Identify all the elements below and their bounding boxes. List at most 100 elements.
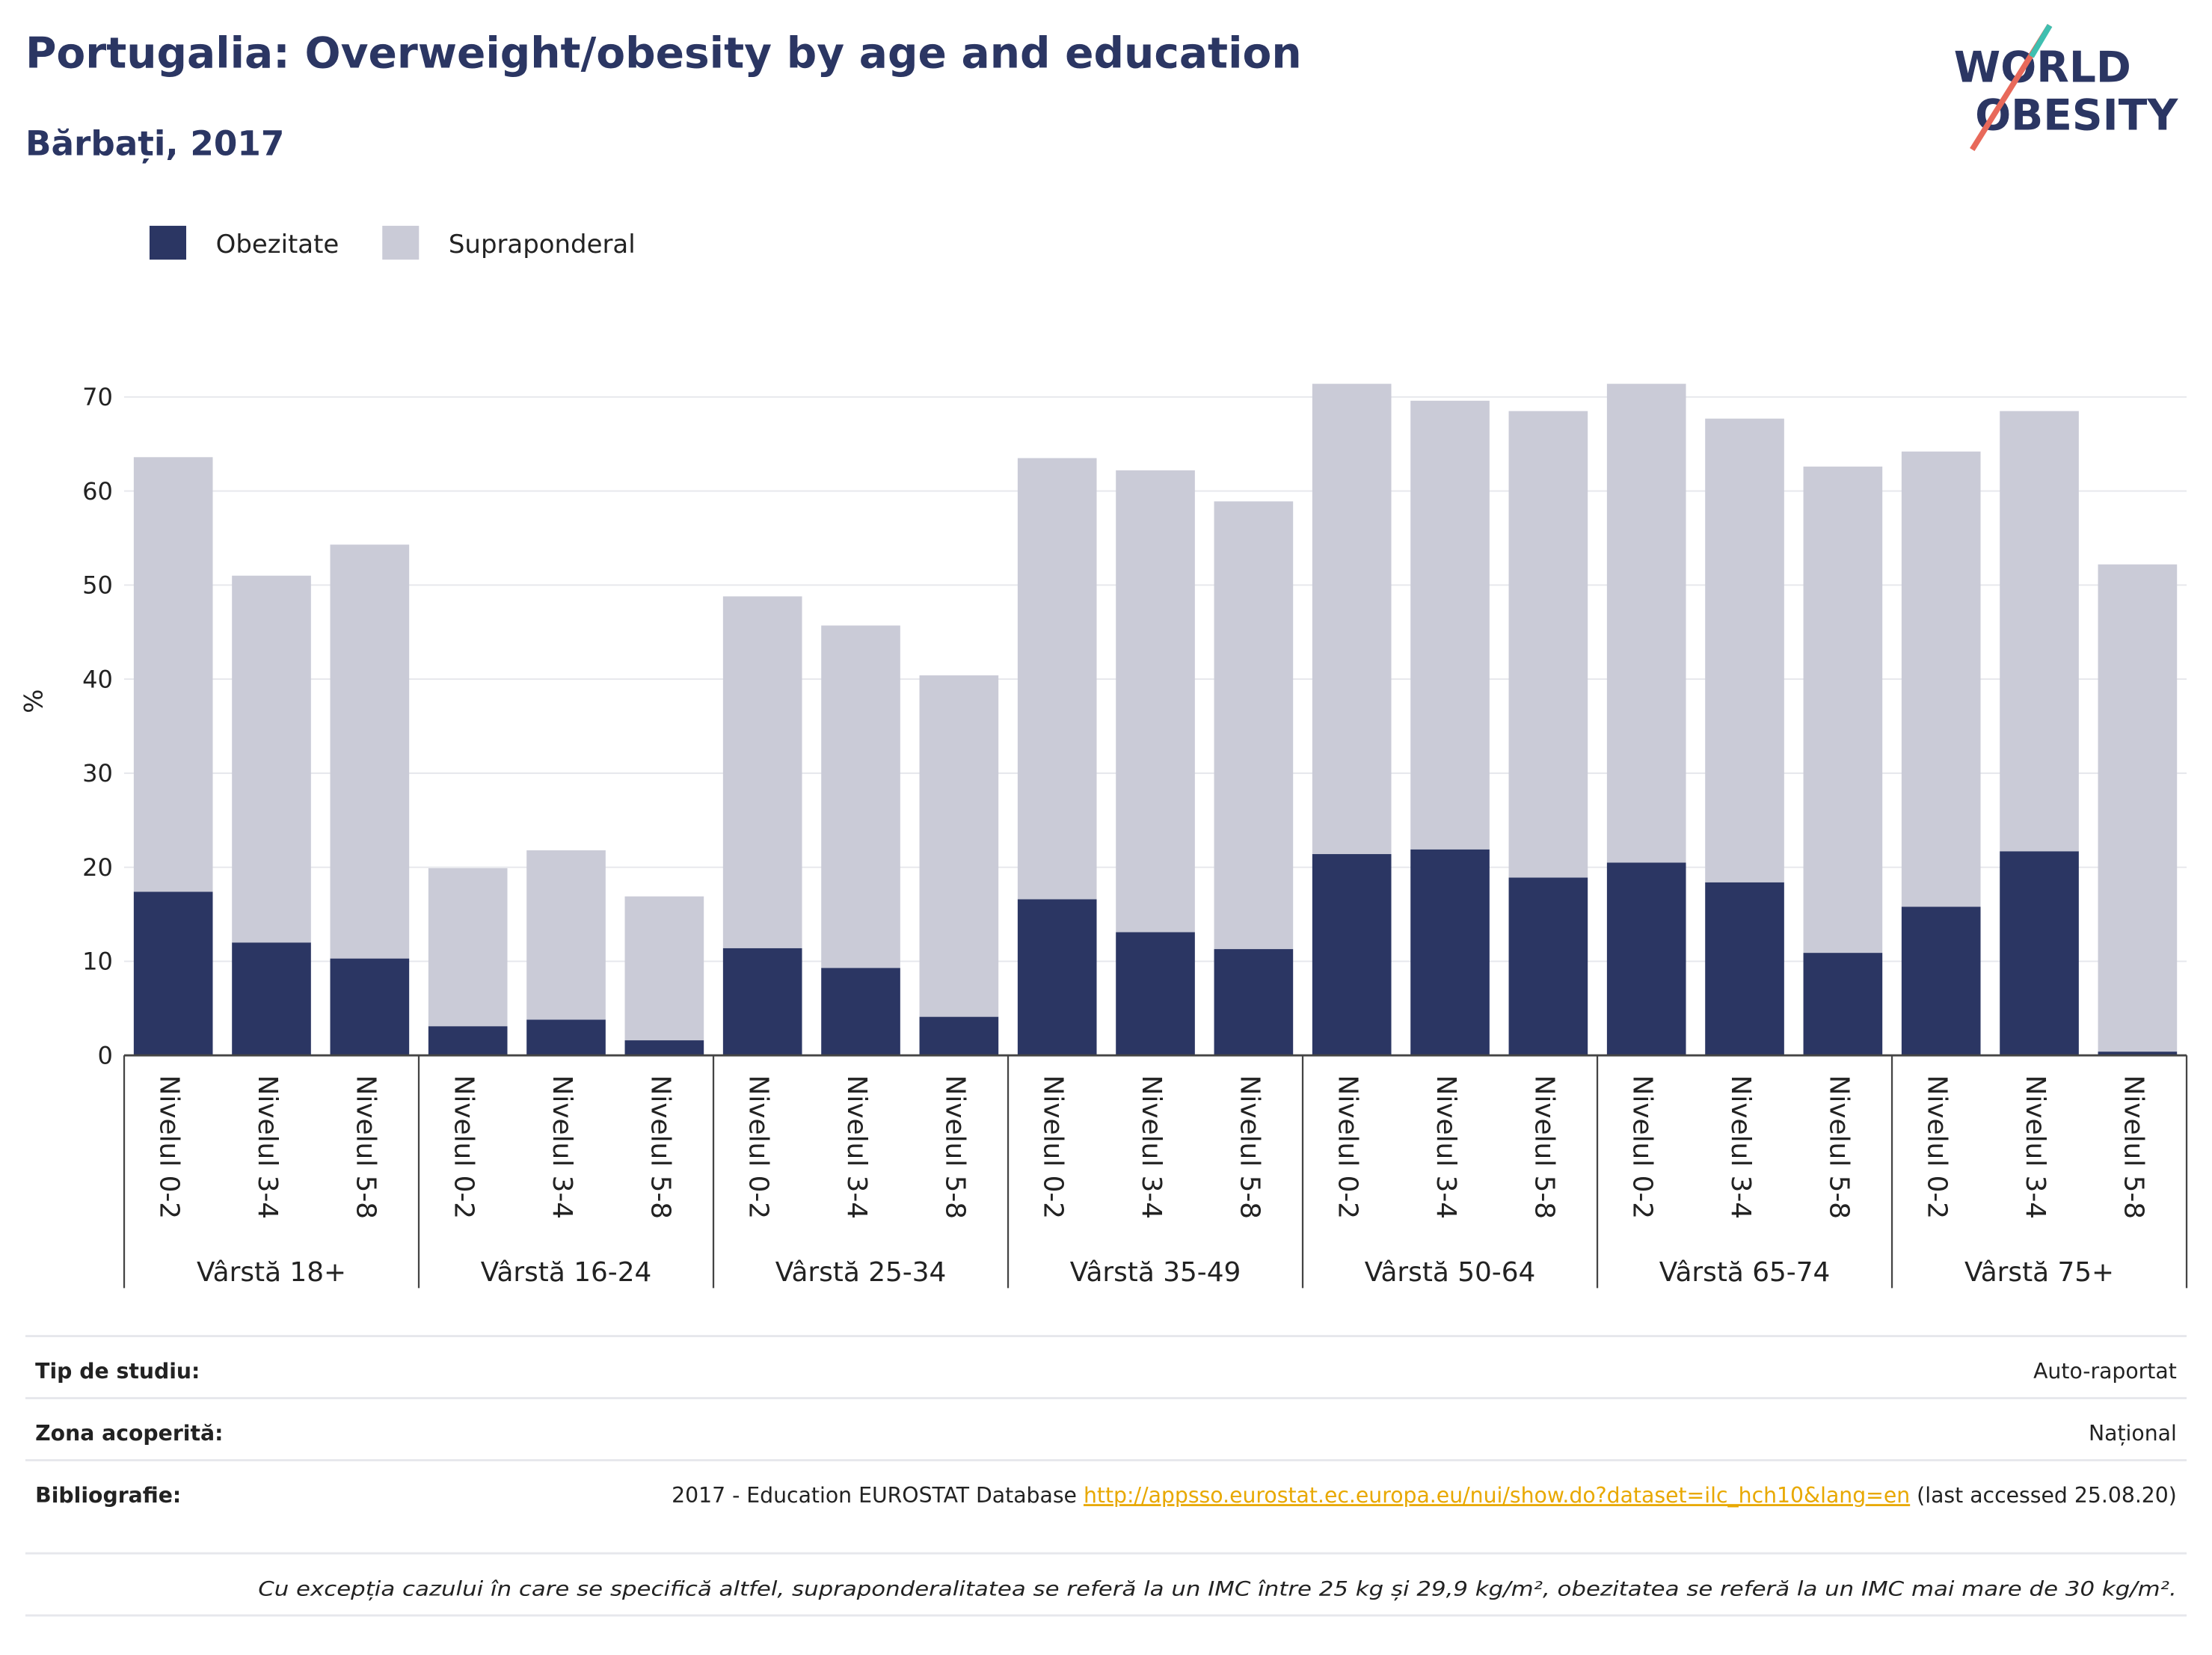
x-tick-label: Nivelul 5-8 (350, 1075, 381, 1220)
x-tick-label: Nivelul 3-4 (2020, 1075, 2050, 1220)
x-tick-label: Nivelul 5-8 (2118, 1075, 2148, 1220)
bar-segment (526, 850, 606, 1020)
y-tick-label: 70 (82, 383, 113, 411)
bibliography-text: (last accessed 25.08.20) (1910, 1483, 2177, 1508)
y-tick-label: 50 (82, 571, 113, 600)
bar-segment (1312, 384, 1392, 855)
bar-segment (428, 868, 508, 1027)
footer-label: Tip de studiu: (35, 1359, 200, 1384)
x-tick-label: Nivelul 3-4 (841, 1075, 872, 1220)
legend-label: Supraponderal (449, 230, 636, 260)
bar-segment (1410, 849, 1490, 1056)
bar-segment (722, 596, 802, 948)
x-tick-label: Nivelul 5-8 (939, 1075, 970, 1220)
footer-label: Bibliografie: (35, 1483, 181, 1508)
x-tick-label: Nivelul 3-4 (1431, 1075, 1461, 1220)
y-tick-label: 40 (82, 665, 113, 693)
bar-segment (1116, 470, 1195, 933)
y-tick-label: 30 (82, 759, 113, 787)
bar-segment (2098, 1051, 2178, 1056)
bar-segment (133, 891, 213, 1056)
bar-segment (133, 457, 213, 892)
chart-title: Portugalia: Overweight/obesity by age an… (25, 29, 1302, 79)
logo-text: OBESITY (1975, 91, 2178, 141)
x-tick-label: Nivelul 3-4 (547, 1075, 577, 1220)
bar-segment (2000, 851, 2079, 1056)
bar-segment (526, 1019, 606, 1056)
bar-segment (330, 544, 410, 959)
footnote: Cu excepția cazului în care se specifică… (258, 1578, 2177, 1601)
bar-segment (232, 942, 311, 1056)
bar-segment (1901, 451, 1981, 907)
x-tick-label: Nivelul 0-2 (154, 1075, 185, 1220)
bar-segment (1410, 400, 1490, 850)
bar-segment (330, 958, 410, 1056)
bar-segment (1705, 882, 1784, 1056)
x-tick-label: Nivelul 3-4 (1725, 1075, 1756, 1220)
bar-segment (1705, 418, 1784, 882)
bar-segment (1017, 899, 1097, 1056)
bar-segment (821, 625, 900, 968)
bar-segment (1508, 877, 1588, 1056)
x-tick-label: Nivelul 0-2 (743, 1075, 774, 1220)
footer-value: Național (2089, 1421, 2177, 1446)
bar-segment (1508, 411, 1588, 878)
bar-segment (428, 1026, 508, 1056)
legend-swatch (382, 225, 420, 260)
bibliography: 2017 - Education EUROSTAT Database http:… (672, 1483, 2177, 1508)
bar-segment (1017, 458, 1097, 900)
x-tick-label: Nivelul 0-2 (1627, 1075, 1658, 1220)
bar-segment (919, 675, 999, 1017)
legend-label: Obezitate (216, 230, 340, 260)
bibliography-link[interactable]: http://appsso.eurostat.ec.europa.eu/nui/… (1084, 1483, 1910, 1508)
x-tick-label: Nivelul 0-2 (1038, 1075, 1069, 1220)
bar-segment (1901, 906, 1981, 1056)
bar-segment (1803, 466, 1883, 954)
bar-segment (1312, 854, 1392, 1056)
legend-swatch (149, 225, 187, 260)
bar-segment (1116, 932, 1195, 1056)
y-tick-label: 0 (98, 1041, 113, 1069)
logo-text: WORLD (1954, 43, 2131, 92)
group-label: Vârstă 35-49 (1070, 1257, 1241, 1288)
y-tick-label: 10 (82, 948, 113, 976)
bar-segment (1214, 949, 1294, 1056)
bar-segment (2098, 564, 2178, 1052)
bar-segment (624, 1040, 704, 1056)
x-tick-label: Nivelul 5-8 (1823, 1075, 1854, 1220)
x-tick-label: Nivelul 5-8 (645, 1075, 675, 1220)
footer-label: Zona acoperită: (35, 1421, 223, 1446)
group-label: Vârstă 50-64 (1365, 1257, 1536, 1288)
bar-segment (1606, 862, 1686, 1056)
x-tick-label: Nivelul 0-2 (1922, 1075, 1953, 1220)
footer-value: Auto-raportat (2033, 1359, 2177, 1384)
bar-segment (1803, 953, 1883, 1056)
x-tick-label: Nivelul 0-2 (1333, 1075, 1363, 1220)
bar-segment (722, 948, 802, 1056)
group-label: Vârstă 16-24 (481, 1257, 652, 1288)
y-tick-label: 20 (82, 853, 113, 882)
x-tick-label: Nivelul 3-4 (1136, 1075, 1167, 1220)
bar-segment (1606, 384, 1686, 863)
x-tick-label: Nivelul 5-8 (1234, 1075, 1265, 1220)
x-tick-label: Nivelul 0-2 (449, 1075, 479, 1220)
x-tick-label: Nivelul 5-8 (1529, 1075, 1559, 1220)
y-axis-label: % (19, 690, 49, 713)
group-label: Vârstă 18+ (197, 1257, 346, 1288)
group-label: Vârstă 75+ (1964, 1257, 2114, 1288)
bar-segment (821, 968, 900, 1056)
logo-slash (2029, 24, 2053, 58)
bar-segment (624, 896, 704, 1041)
bar-segment (232, 575, 311, 943)
y-tick-label: 60 (82, 477, 113, 506)
bibliography-text: 2017 - Education EUROSTAT Database (672, 1483, 1084, 1508)
bar-segment (2000, 411, 2079, 852)
group-label: Vârstă 65-74 (1659, 1257, 1831, 1288)
x-tick-label: Nivelul 3-4 (252, 1075, 283, 1220)
group-label: Vârstă 25-34 (775, 1257, 947, 1288)
bar-segment (1214, 501, 1294, 950)
bar-segment (919, 1016, 999, 1056)
chart-subtitle: Bărbați, 2017 (25, 124, 284, 164)
